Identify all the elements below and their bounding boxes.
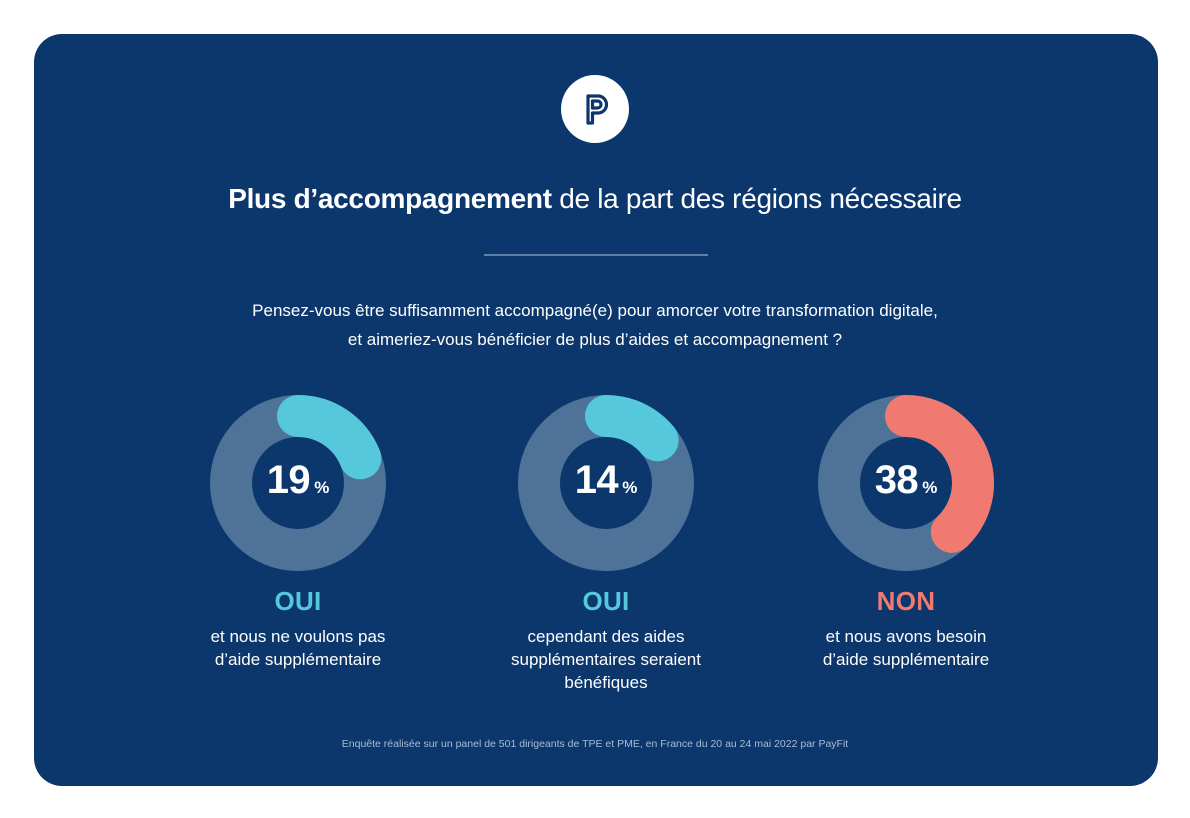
donut-2-answer: OUI xyxy=(582,586,630,616)
donut-3-unit: % xyxy=(922,478,938,497)
donut-1-description-line: d’aide supplémentaire xyxy=(214,650,382,669)
donut-1-answer: OUI xyxy=(274,586,322,616)
donut-2-percentage: 14% xyxy=(526,458,686,503)
donut-3-description: et nous avons besoin d’aide supplémentai… xyxy=(786,625,1026,671)
donut-3-description-line: d’aide supplémentaire xyxy=(822,650,990,669)
page-title: Plus d’accompagnement de la part des rég… xyxy=(0,180,1190,218)
question-line-1: Pensez-vous être suffisamment accompagné… xyxy=(252,301,938,320)
donut-1-percentage: 19% xyxy=(218,458,378,503)
donut-2-description: cependant des aides supplémentaires sera… xyxy=(486,625,726,694)
donut-3-value: 38 xyxy=(874,458,919,502)
donut-2-description-line: bénéfiques xyxy=(564,673,648,692)
donut-3-answer: NON xyxy=(876,586,936,616)
survey-footnote: Enquête réalisée sur un panel de 501 dir… xyxy=(341,738,849,750)
donut-1-unit: % xyxy=(314,478,330,497)
donut-2-unit: % xyxy=(622,478,638,497)
donut-1-value: 19 xyxy=(266,458,311,502)
payfit-p-icon xyxy=(586,94,609,125)
survey-question: Pensez-vous être suffisamment accompagné… xyxy=(0,296,1190,354)
question-line-2: et aimeriez-vous bénéficier de plus d’ai… xyxy=(347,330,843,349)
donut-3-percentage: 38% xyxy=(826,458,986,503)
donut-2-description-line: supplémentaires seraient xyxy=(511,650,701,669)
title-divider xyxy=(484,254,708,256)
title-bold: Plus d’accompagnement xyxy=(228,183,552,214)
payfit-logo xyxy=(561,75,629,143)
donut-1-description-line: et nous ne voulons pas xyxy=(210,627,386,646)
donut-3-description-line: et nous avons besoin xyxy=(825,627,987,646)
donut-3-value-arc xyxy=(818,395,994,571)
donut-1-value-arc xyxy=(210,395,386,571)
donut-1-description: et nous ne voulons pas d’aide supplément… xyxy=(178,625,418,671)
donut-2-description-line: cependant des aides xyxy=(527,627,685,646)
donut-2-value-arc xyxy=(518,395,694,571)
donut-2-value: 14 xyxy=(574,458,619,502)
title-rest: de la part des régions nécessaire xyxy=(551,183,962,214)
